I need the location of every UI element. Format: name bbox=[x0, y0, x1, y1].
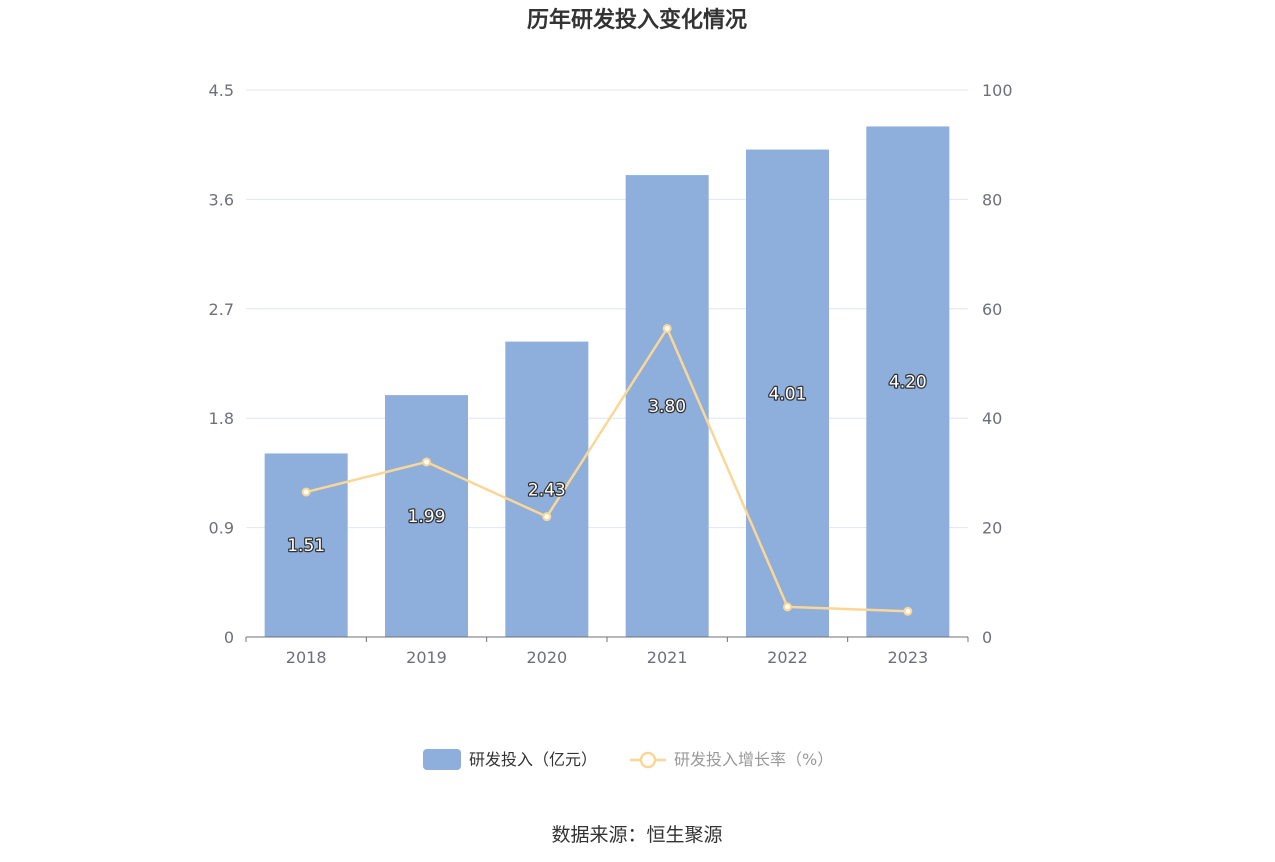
right-tick-label: 40 bbox=[982, 409, 1002, 428]
bar-value-label: 2.43 bbox=[528, 480, 566, 500]
x-tick-label: 2021 bbox=[647, 648, 688, 667]
growth-line bbox=[305, 327, 908, 613]
legend-bar-label: 研发投入（亿元） bbox=[469, 750, 597, 769]
right-tick-label: 80 bbox=[982, 190, 1002, 209]
chart-title: 历年研发投入变化情况 bbox=[527, 7, 747, 33]
line-point[interactable] bbox=[903, 606, 913, 616]
right-tick-label: 0 bbox=[982, 628, 992, 647]
line-point[interactable] bbox=[542, 512, 552, 522]
x-tick-label: 2022 bbox=[767, 648, 808, 667]
left-tick-label: 2.7 bbox=[209, 300, 234, 319]
right-tick-label: 100 bbox=[982, 81, 1013, 100]
line-series bbox=[301, 323, 913, 616]
bar-value-label: 4.20 bbox=[889, 373, 927, 393]
right-tick-label: 20 bbox=[982, 519, 1002, 538]
source-note: 数据来源：恒生聚源 bbox=[551, 824, 722, 846]
left-axis: 0 0.9 1.8 2.7 3.6 4.5 bbox=[209, 81, 234, 647]
left-tick-label: 0 bbox=[224, 628, 234, 647]
right-tick-label: 60 bbox=[982, 300, 1002, 319]
left-tick-label: 3.6 bbox=[209, 190, 234, 209]
bar[interactable] bbox=[385, 395, 468, 637]
left-tick-label: 4.5 bbox=[209, 81, 234, 100]
bar-value-label: 1.99 bbox=[408, 507, 446, 527]
line-point[interactable] bbox=[422, 457, 431, 467]
legend-line-marker bbox=[639, 751, 657, 769]
x-tick-label: 2020 bbox=[526, 648, 567, 667]
bar[interactable] bbox=[625, 175, 709, 638]
bar-series bbox=[264, 126, 950, 638]
left-tick-label: 1.8 bbox=[209, 409, 234, 428]
gridlines bbox=[246, 89, 968, 529]
line-point[interactable] bbox=[301, 487, 311, 497]
legend[interactable]: 研发投入（亿元） 研发投入增长率（%） bbox=[423, 749, 833, 770]
bar-value-label: 4.01 bbox=[769, 384, 807, 404]
bar-value-label: 3.80 bbox=[648, 397, 686, 417]
right-axis: 0 20 40 60 80 100 bbox=[982, 81, 1013, 647]
x-tick-label: 2019 bbox=[406, 648, 447, 667]
legend-bar-swatch bbox=[423, 749, 461, 770]
bar-value-label: 1.51 bbox=[287, 536, 325, 556]
left-tick-label: 0.9 bbox=[209, 519, 234, 538]
bar[interactable] bbox=[866, 126, 950, 637]
line-point[interactable] bbox=[783, 602, 792, 612]
bar-labels: 1.51 1.99 2.43 3.80 4.01 4.20 bbox=[286, 371, 928, 557]
x-tick-label: 2023 bbox=[887, 648, 928, 667]
legend-line-label: 研发投入增长率（%） bbox=[674, 750, 833, 769]
x-tick-label: 2018 bbox=[286, 648, 327, 667]
line-point[interactable] bbox=[662, 323, 672, 333]
bar[interactable] bbox=[746, 149, 829, 637]
bar[interactable] bbox=[505, 341, 589, 637]
x-axis: 2018 2019 2020 2021 2022 2023 bbox=[245, 636, 969, 667]
